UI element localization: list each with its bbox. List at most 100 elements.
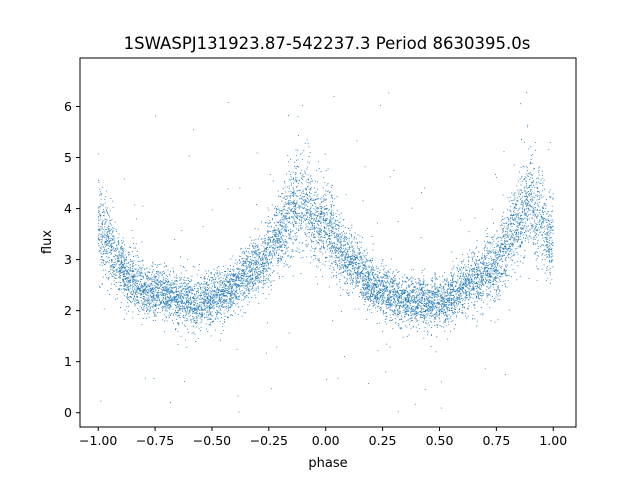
data-point [482,273,484,275]
data-point [209,302,211,304]
data-point [344,282,346,284]
data-point [528,194,530,196]
data-point [198,313,200,315]
data-point [315,191,317,193]
data-point [301,227,303,229]
data-point [296,159,297,161]
data-point [154,319,156,321]
data-point [377,279,379,281]
data-point [241,290,243,292]
data-point [239,273,241,275]
data-point [490,273,492,275]
data-point [203,283,205,285]
data-point [111,276,113,277]
data-point [346,242,348,244]
data-point [256,272,258,274]
data-point [181,300,183,301]
data-point [106,277,108,279]
data-point [461,278,463,280]
data-point [347,270,349,271]
data-point [268,267,270,269]
data-point [187,302,189,304]
data-point [442,304,444,305]
data-point [371,286,373,288]
data-point [335,254,337,256]
data-point [289,174,291,175]
data-point [393,281,395,282]
data-point [495,243,497,245]
data-point [330,221,332,223]
data-point [248,252,250,254]
data-point [213,307,215,309]
data-point [354,264,356,266]
data-point [295,192,296,194]
data-point [160,263,162,265]
data-point [436,306,437,308]
data-point [418,303,420,305]
data-point [478,267,480,269]
data-point [458,291,460,293]
data-point [392,271,394,273]
data-point [442,306,444,307]
data-point [298,198,300,200]
data-point [113,270,115,271]
data-point [376,299,378,301]
data-point [198,306,200,308]
data-point [381,276,383,278]
data-point [313,199,315,201]
data-point [250,274,251,276]
data-point [158,299,160,301]
data-point [338,251,340,253]
data-point [424,299,425,301]
data-point [139,289,141,291]
data-point [436,293,438,295]
data-point [549,189,551,191]
data-point [452,307,454,309]
data-point [313,219,315,221]
data-point [320,234,322,235]
data-point [172,300,174,302]
data-point [310,228,312,230]
data-point [122,265,124,267]
data-point [105,252,107,254]
data-point [551,253,553,255]
data-point [343,266,345,268]
data-point [549,249,551,251]
data-point [536,252,538,254]
data-point [379,322,381,324]
data-point [418,289,420,291]
data-point [356,238,357,240]
data-point [436,296,438,298]
data-point [169,275,171,277]
data-point [507,234,509,236]
data-point [364,166,366,168]
data-point [235,274,237,276]
data-point [311,213,313,215]
data-point [532,196,534,198]
data-point [127,289,129,291]
data-point [110,244,112,246]
data-point [147,279,149,281]
data-point [493,284,495,286]
data-point [529,199,531,200]
data-point [346,252,348,254]
data-point [421,305,423,307]
data-point [444,305,446,307]
data-point [340,233,341,235]
data-point [408,297,410,299]
data-point [121,260,123,262]
data-point [115,298,117,300]
data-point [264,258,266,260]
data-point [224,309,226,311]
data-point [317,215,319,216]
data-point [506,251,508,253]
data-point [291,202,293,204]
data-point [150,299,152,301]
data-point [306,210,308,212]
data-point [123,273,125,275]
data-point [523,187,525,189]
data-point [223,292,225,294]
data-point [282,250,284,252]
data-point [150,300,152,302]
data-point [443,326,445,328]
